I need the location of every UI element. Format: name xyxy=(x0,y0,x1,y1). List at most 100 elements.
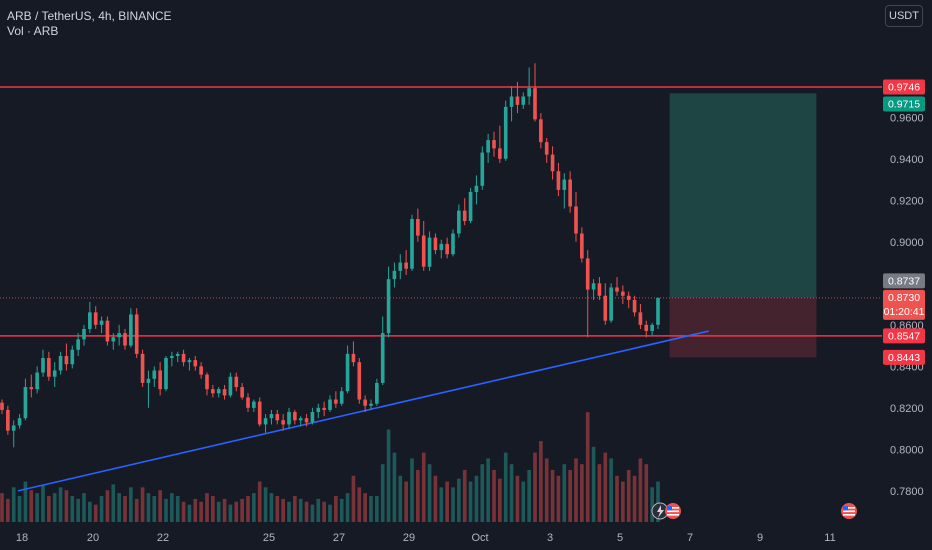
price-tick-label: 0.8000 xyxy=(890,444,924,456)
volume-bar xyxy=(105,490,110,522)
volume-bar xyxy=(252,493,256,522)
currency-button[interactable]: USDT xyxy=(885,5,923,27)
candle-body xyxy=(134,314,139,354)
price-tag-label: 0.8730 xyxy=(888,292,920,304)
candle-body xyxy=(193,360,198,367)
trendline[interactable] xyxy=(17,330,709,492)
time-tick-label: 29 xyxy=(403,532,415,544)
volume-bar xyxy=(146,493,151,522)
time-tick-label: 20 xyxy=(87,532,99,544)
volume-bar xyxy=(410,458,414,522)
candle-body xyxy=(562,179,567,190)
volume-bar xyxy=(47,495,51,522)
candle-body xyxy=(474,185,479,192)
candle-body xyxy=(369,403,373,406)
volume-bar xyxy=(193,498,198,522)
candle-body xyxy=(164,358,168,390)
us-flag-icon[interactable] xyxy=(841,503,857,519)
candle-body xyxy=(88,312,92,329)
volume-bar xyxy=(228,504,233,522)
volume-bar xyxy=(11,487,16,522)
candle-body xyxy=(568,179,572,207)
volume-bar xyxy=(0,493,4,522)
volume-bar xyxy=(615,475,619,522)
volume-bar xyxy=(486,458,490,522)
symbol-exchange: BINANCE xyxy=(118,9,172,23)
volume-bar xyxy=(656,481,660,522)
volume-bar xyxy=(29,490,34,522)
volume-bar xyxy=(363,493,367,522)
time-tick-label: 25 xyxy=(263,532,275,544)
candle-body xyxy=(638,312,643,325)
volume-legend[interactable]: Vol · ARB xyxy=(7,24,59,38)
price-tag-label: 0.8737 xyxy=(888,275,920,287)
candle-body xyxy=(76,339,80,350)
candle-body xyxy=(527,88,531,97)
countdown-label: 01:20:41 xyxy=(884,306,925,318)
candle-body xyxy=(58,355,63,371)
candle-body xyxy=(228,376,233,396)
flag-stripe xyxy=(667,507,679,509)
volume-bar xyxy=(392,452,397,522)
candle-body xyxy=(123,333,127,346)
candle-body xyxy=(181,353,186,363)
candle-body xyxy=(170,355,174,359)
candle-body xyxy=(439,243,444,251)
volume-bar xyxy=(175,495,180,522)
volume-bar xyxy=(246,495,250,522)
volume-bar xyxy=(23,481,28,522)
candle-body xyxy=(615,287,619,292)
symbol-title[interactable]: ARB / TetherUS, 4h, BINANCE xyxy=(7,9,172,23)
candle-body xyxy=(339,391,344,404)
candle-body xyxy=(6,409,10,431)
candle-body xyxy=(427,237,432,267)
volume-bar xyxy=(568,469,572,522)
candle-body xyxy=(328,399,332,410)
candle-body xyxy=(322,407,326,410)
volume-bar xyxy=(609,458,613,522)
us-flag-icon[interactable] xyxy=(665,503,681,519)
candle-body xyxy=(23,387,28,419)
candle-body xyxy=(257,401,262,425)
flag-stripe xyxy=(667,510,679,513)
price-tick-label: 0.7800 xyxy=(890,486,924,498)
candle-body xyxy=(187,360,192,363)
volume-bar xyxy=(597,464,602,522)
candle-body xyxy=(451,233,455,255)
price-tag xyxy=(883,289,925,320)
time-axis[interactable] xyxy=(0,522,932,550)
candle-body xyxy=(117,333,121,338)
time-tick-label: 7 xyxy=(687,532,693,544)
candle-body xyxy=(17,418,22,426)
volume-bar xyxy=(498,478,502,522)
volume-bar xyxy=(345,493,350,522)
candle-body xyxy=(0,402,4,410)
candle-body xyxy=(140,353,145,383)
stop-loss-zone[interactable] xyxy=(669,297,817,358)
candle-body xyxy=(41,358,45,373)
candle-body xyxy=(656,297,660,325)
candle-body xyxy=(462,210,467,222)
candle-body xyxy=(533,88,537,120)
volume-bar xyxy=(492,469,496,522)
volume-bar xyxy=(351,475,356,522)
price-tag xyxy=(883,79,925,95)
volume-bar xyxy=(626,469,631,522)
price-tag xyxy=(883,328,925,344)
candle-body xyxy=(222,389,227,396)
volume-bar xyxy=(644,464,649,522)
volume-bar xyxy=(140,487,145,522)
volume-bar xyxy=(621,481,625,522)
profit-zone[interactable] xyxy=(669,93,817,298)
volume-bar xyxy=(293,495,297,522)
volume-bar xyxy=(357,487,362,522)
volume-bar xyxy=(222,498,227,522)
volume-bar xyxy=(421,452,426,522)
volume-bar xyxy=(316,498,321,522)
candle-body xyxy=(521,96,526,105)
volume-bar xyxy=(638,458,643,522)
candle-body xyxy=(375,382,379,404)
volume-bar xyxy=(199,501,203,522)
volume-bar xyxy=(64,490,69,522)
